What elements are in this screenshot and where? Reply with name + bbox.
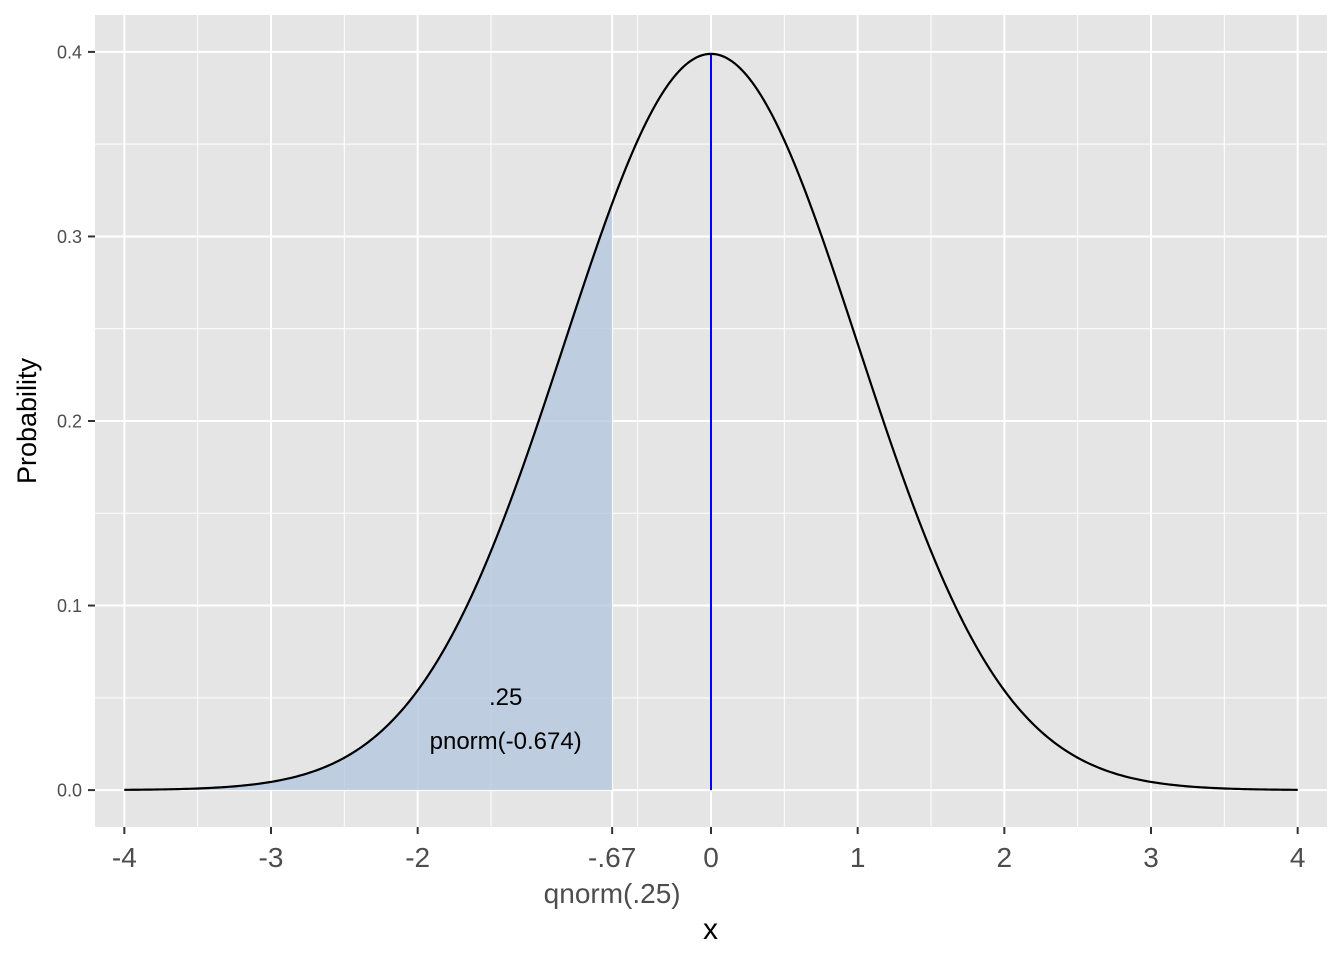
- x-tick-label: 1: [850, 842, 866, 873]
- y-tick-label: 0.1: [57, 596, 82, 616]
- y-tick-label: 0.0: [57, 781, 82, 801]
- x-tick-label: -2: [405, 842, 430, 873]
- area-expression-label: pnorm(-0.674): [430, 728, 582, 755]
- density-curve: [124, 52, 1298, 791]
- x-tick-label: 0: [703, 842, 719, 873]
- quantile-expression-label: qnorm(.25): [544, 878, 681, 909]
- y-tick-label: 0.2: [57, 412, 82, 432]
- y-axis-title: Probability: [12, 357, 42, 484]
- x-tick-label: -4: [112, 842, 137, 873]
- x-tick-label: 4: [1290, 842, 1306, 873]
- x-tick-label: -.67: [588, 842, 636, 873]
- area-value-label: .25: [489, 684, 522, 711]
- y-tick-label: 0.4: [57, 42, 82, 62]
- y-axis: 0.0 0.1 0.2 0.3 0.4: [57, 42, 95, 801]
- x-axis-title: x: [703, 913, 718, 946]
- shaded-area-lower-tail: [124, 203, 613, 791]
- x-tick-label: 3: [1143, 842, 1159, 873]
- x-axis: -4 -3 -2 -.67 0 1 2 3 4: [112, 827, 1306, 873]
- x-tick-label: -3: [259, 842, 284, 873]
- annotations: .25 pnorm(-0.674) qnorm(.25): [430, 684, 681, 909]
- x-tick-label: 2: [997, 842, 1013, 873]
- y-tick-label: 0.3: [57, 227, 82, 247]
